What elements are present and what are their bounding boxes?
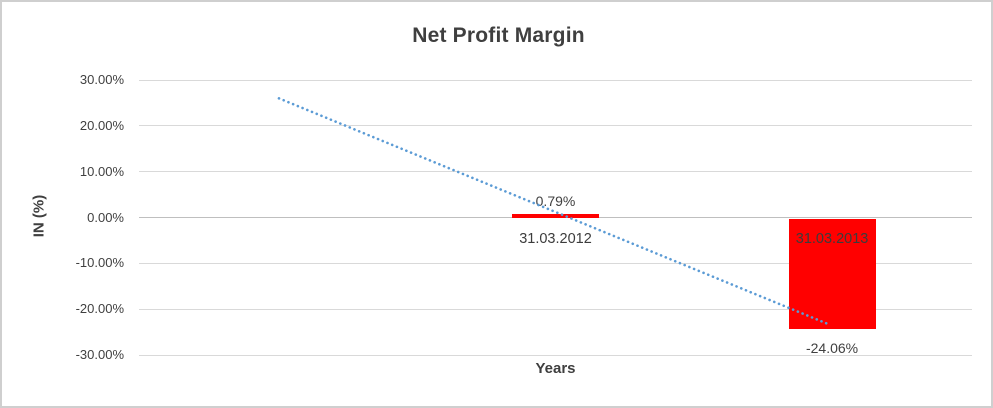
plot-area: 0.79% 31.03.2012 -24.06% 31.03.2013 (139, 79, 972, 356)
bar-31.03.2013 (788, 218, 876, 329)
y-tick-label: -30.00% (75, 347, 124, 362)
y-tick-label: 0.00% (87, 209, 124, 225)
x-axis-title: Years (535, 360, 576, 377)
gridline (139, 125, 972, 127)
gridline (139, 354, 972, 356)
gridline (139, 79, 972, 81)
trendline (277, 97, 831, 326)
value-label: -24.06% (805, 339, 859, 356)
bar-31.03.2012 (512, 213, 599, 218)
value-label: 0.79% (535, 192, 576, 209)
category-label: 31.03.2013 (795, 230, 869, 247)
y-tick-label: 20.00% (79, 117, 124, 133)
category-label: 31.03.2012 (519, 230, 592, 247)
gridline (139, 171, 972, 173)
y-tick-label: 10.00% (79, 163, 124, 179)
y-tick-label: 30.00% (79, 72, 124, 87)
y-tick-label: -20.00% (75, 301, 124, 317)
y-tick-label: -10.00% (75, 255, 124, 271)
gridline (139, 308, 972, 310)
chart-title: Net Profit Margin (412, 24, 585, 47)
gridline (139, 262, 972, 264)
zero-gridline (139, 217, 972, 218)
